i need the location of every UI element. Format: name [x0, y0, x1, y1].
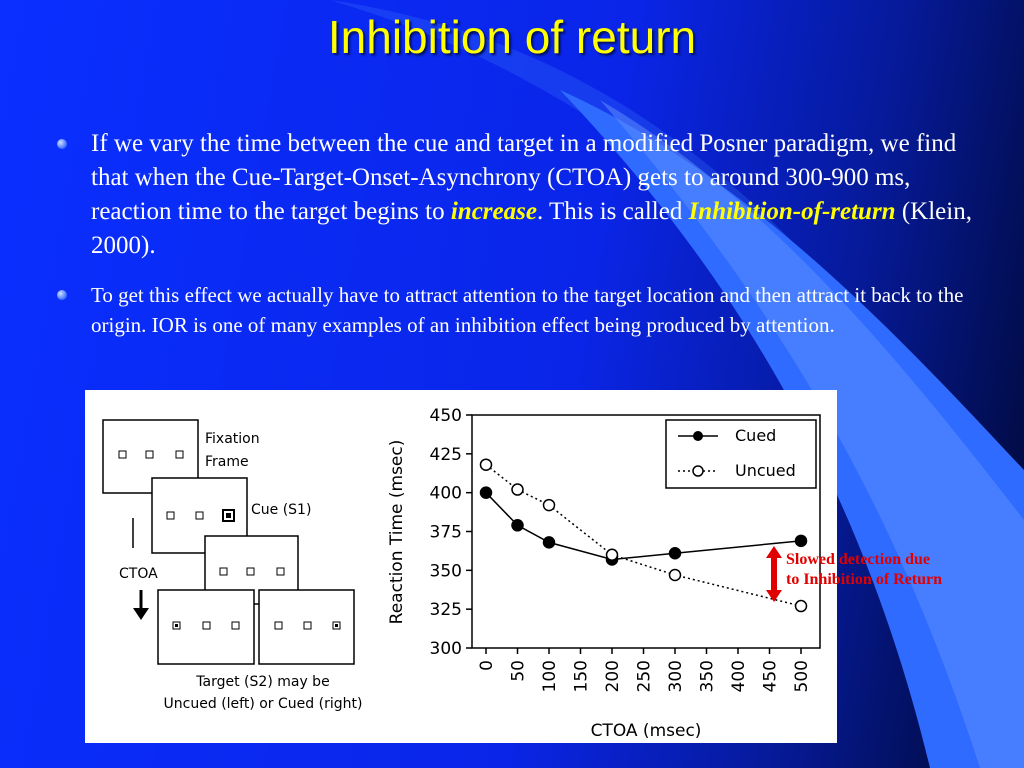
y-tick-label: 325 — [430, 600, 462, 620]
figure-svg: Fixation Frame Cue (S1) CTOA — [102, 406, 821, 741]
data-point-uncued — [668, 568, 682, 582]
target-box — [332, 621, 341, 630]
x-tick-label: 250 — [635, 660, 655, 692]
y-axis: 300 325 350 375 400 425 450 — [430, 406, 472, 659]
ctoa-arrow-icon — [133, 608, 149, 620]
data-point-cued — [511, 519, 524, 532]
cue-label: Cue (S1) — [251, 502, 311, 518]
x-tick-label: 150 — [572, 660, 592, 692]
ior-chart: 300 325 350 375 400 425 450 0 50 100 150 200 250 300… — [387, 406, 821, 741]
ctoa-label: CTOA — [119, 566, 158, 582]
annotation-line-2: to Inhibition of Return — [786, 571, 943, 588]
y-tick-label: 350 — [430, 561, 462, 581]
target-label-1: Target (S2) may be — [195, 674, 329, 690]
slide-title: Inhibition of return — [327, 11, 697, 63]
emphasis-ior: Inhibition-of-return — [688, 198, 896, 225]
placeholder-box — [219, 567, 228, 576]
x-tick-label: 50 — [509, 660, 529, 682]
target-mark — [335, 624, 338, 627]
cue-mark — [226, 513, 231, 518]
series-line-uncued — [485, 464, 802, 607]
data-point-cued — [542, 536, 556, 549]
x-tick-label: 300 — [666, 660, 686, 692]
placeholder-box — [246, 567, 255, 576]
placeholder-box — [145, 450, 154, 459]
x-tick-label: 200 — [603, 660, 623, 692]
placeholder-box — [202, 621, 211, 630]
data-point-uncued — [542, 498, 556, 512]
placeholder-box — [118, 450, 127, 459]
bullet-1: If we vary the time between the cue and … — [57, 127, 981, 263]
series-line-cued — [485, 492, 802, 561]
ior-annotation: Slowed detection due to Inhibition of Re… — [786, 550, 942, 590]
placeholder-box — [166, 511, 175, 520]
data-point-cued — [794, 534, 808, 548]
figure-panel: Fixation Frame Cue (S1) CTOA — [85, 390, 837, 743]
y-tick-label: 450 — [430, 406, 462, 426]
bullet-2-text: To get this effect we actually have to a… — [91, 283, 964, 337]
data-point-cued — [479, 486, 493, 499]
y-tick-label: 300 — [430, 639, 462, 659]
placeholder-box — [175, 450, 184, 459]
fixation-label-2: Frame — [205, 454, 249, 470]
placeholder-box — [195, 511, 204, 520]
x-tick-label: 450 — [761, 660, 781, 692]
legend-uncued-marker — [692, 465, 704, 477]
y-tick-label: 375 — [430, 523, 462, 543]
bullet-1-text-c: (Klein, 2000). — [91, 198, 972, 259]
x-tick-label: 0 — [477, 660, 497, 671]
chart-legend: Cued Uncued — [665, 419, 817, 489]
fixation-label-1: Fixation — [205, 431, 260, 447]
placeholder-box — [303, 621, 312, 630]
x-tick-label: 400 — [729, 660, 749, 692]
legend-cued-marker — [693, 431, 703, 441]
x-tick-label: 350 — [698, 660, 718, 692]
x-axis: 0 50 100 150 200 250 300 350 400 450 500 — [477, 648, 812, 692]
legend-box — [665, 419, 817, 489]
y-tick-label: 400 — [430, 484, 462, 504]
slowed-detection-arrow-icon — [766, 546, 782, 602]
chart-series — [479, 458, 808, 613]
bullet-dot-icon — [57, 290, 67, 300]
emphasis-increase: increase — [450, 198, 537, 225]
data-point-cued — [668, 546, 682, 560]
bullet-2: To get this effect we actually have to a… — [57, 280, 991, 340]
target-mark — [175, 624, 178, 627]
data-point-uncued — [511, 483, 524, 496]
target-label-2: Uncued (left) or Cued (right) — [164, 696, 363, 712]
target-box — [172, 621, 181, 630]
y-axis-label: Reaction Time (msec) — [387, 440, 407, 625]
bullet-1-text-a: If we vary the time between the cue and … — [91, 130, 957, 225]
data-point-uncued — [479, 458, 493, 471]
target-frame-uncued — [157, 589, 255, 665]
bullet-dot-icon — [57, 139, 67, 149]
x-tick-label: 100 — [540, 660, 560, 692]
placeholder-box — [274, 621, 283, 630]
y-tick-label: 425 — [430, 445, 462, 465]
legend-uncued-label: Uncued — [735, 461, 796, 480]
paradigm-diagram: Fixation Frame Cue (S1) CTOA — [102, 419, 363, 712]
x-axis-label: CTOA (msec) — [591, 721, 702, 741]
data-point-uncued — [794, 599, 808, 613]
placeholder-box — [231, 621, 240, 630]
annotation-line-1: Slowed detection due — [786, 551, 930, 568]
legend-cued-label: Cued — [735, 426, 776, 445]
data-point-uncued — [605, 548, 619, 562]
placeholder-box — [276, 567, 285, 576]
cued-box — [222, 509, 235, 522]
bullet-1-text-b: . This is called — [536, 198, 689, 225]
x-tick-label: 500 — [792, 660, 812, 692]
